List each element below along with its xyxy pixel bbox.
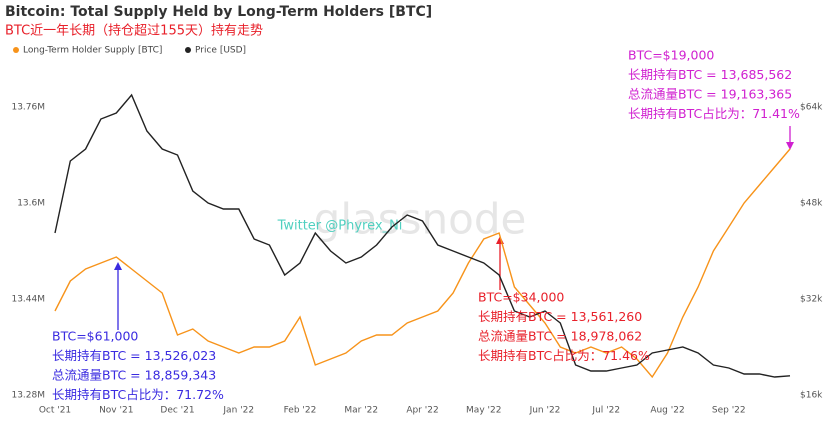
x-tick-label: Mar '22 (344, 406, 378, 416)
annotation: 总流通量BTC = 19,163,365 (628, 87, 792, 102)
series-line (54, 148, 791, 379)
annotation: 总流通量BTC = 18,859,343 (52, 368, 216, 383)
legend-label: Long-Term Holder Supply [BTC] (23, 46, 162, 56)
legend-marker (185, 47, 191, 53)
y2-tick-label: $48k (800, 199, 823, 209)
y-tick-label: 13.6M (17, 199, 45, 209)
chart-title: Bitcoin: Total Supply Held by Long-Term … (5, 4, 432, 20)
x-tick-label: Apr '22 (406, 406, 438, 416)
y-tick-label: 13.28M (11, 391, 45, 401)
annotation: BTC=$19,000 (628, 48, 714, 63)
annotation: 长期持有BTC = 13,561,260 (478, 309, 642, 324)
legend-label: Price [USD] (195, 46, 246, 56)
annotation: 长期持有BTC = 13,685,562 (628, 67, 792, 82)
y2-tick-label: $32k (800, 295, 823, 305)
y-tick-label: 13.76M (11, 103, 45, 113)
watermark: Twitter @Phyrex_Ni (277, 219, 403, 234)
chart-subtitle: BTC近一年长期（持仓超过155天）持有走势 (5, 23, 263, 39)
watermark: glassnode (314, 195, 527, 244)
annotation: 长期持有BTC = 13,526,023 (52, 348, 216, 363)
arrow-head (114, 262, 122, 270)
annotation: 长期持有BTC占比为：71.46% (478, 348, 650, 363)
x-tick-label: Oct '21 (39, 406, 71, 416)
x-tick-label: Jun '22 (529, 406, 561, 416)
x-tick-label: Dec '21 (160, 406, 194, 416)
x-tick-label: Feb '22 (284, 406, 317, 416)
y-tick-label: 13.44M (11, 295, 45, 305)
annotation: BTC=$61,000 (52, 329, 138, 344)
x-tick-label: Sep '22 (712, 406, 746, 416)
annotation: 总流通量BTC = 18,978,062 (478, 329, 642, 344)
x-tick-label: May '22 (466, 406, 501, 416)
x-tick-label: Nov '21 (99, 406, 133, 416)
annotation: BTC=$34,000 (478, 290, 564, 305)
x-tick-label: Jan '22 (222, 406, 254, 416)
arrow-head (786, 142, 794, 150)
annotation: 长期持有BTC占比为：71.72% (52, 387, 224, 402)
x-tick-label: Jul '22 (591, 406, 620, 416)
y2-tick-label: $16k (800, 391, 823, 401)
annotation: 长期持有BTC占比为：71.41% (628, 106, 800, 121)
x-tick-label: Aug '22 (650, 406, 684, 416)
y2-tick-label: $64k (800, 103, 823, 113)
series-line (54, 93, 791, 378)
legend-marker (13, 47, 19, 53)
